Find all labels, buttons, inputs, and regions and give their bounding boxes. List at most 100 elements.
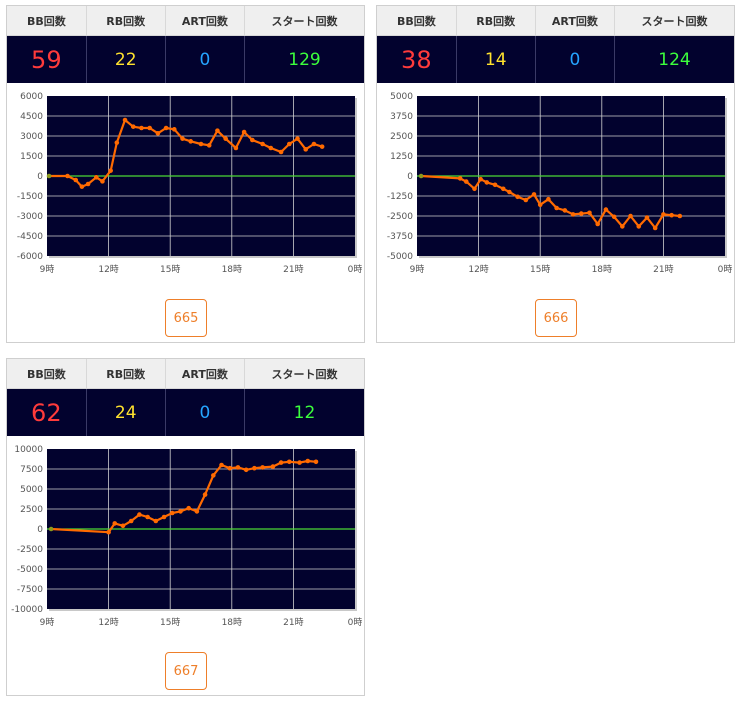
data-point: [198, 141, 204, 147]
y-tick-label: -2500: [17, 545, 43, 555]
y-tick-label: -10000: [11, 605, 43, 615]
start-count: 124: [614, 35, 734, 83]
data-point: [578, 211, 584, 216]
data-point: [478, 176, 483, 182]
data-point: [531, 192, 537, 197]
x-tick-label: 18時: [592, 264, 612, 275]
x-tick-label: 18時: [222, 617, 242, 628]
rb-header: RB回数: [456, 6, 536, 36]
y-tick-label: 4500: [20, 112, 43, 122]
data-point: [554, 205, 559, 211]
y-tick-label: -3000: [17, 212, 43, 222]
data-point: [418, 173, 424, 179]
data-point: [268, 145, 274, 151]
data-point: [65, 173, 70, 179]
data-point: [188, 139, 194, 144]
data-point: [313, 459, 319, 465]
x-tick-label: 15時: [160, 617, 180, 628]
y-tick-label: 10000: [14, 445, 43, 455]
data-point: [603, 207, 609, 212]
stats-table: BB回数 RB回数 ART回数 スタート回数 62 24 0 12: [7, 359, 364, 436]
data-point: [500, 186, 506, 192]
y-tick-label: 3750: [390, 112, 413, 122]
art-count: 0: [165, 388, 246, 436]
data-point: [128, 518, 134, 524]
data-point: [169, 510, 175, 516]
start-header: スタート回数: [244, 359, 364, 389]
art-header: ART回数: [165, 359, 246, 389]
y-tick-label: 1250: [390, 152, 413, 162]
data-point: [85, 181, 91, 187]
data-point: [112, 521, 118, 526]
data-point: [153, 518, 159, 524]
data-point: [305, 458, 311, 464]
data-point: [644, 215, 650, 220]
y-tick-label: 5000: [20, 485, 43, 495]
machine-665-button[interactable]: 665: [165, 299, 207, 337]
machine-666-button[interactable]: 666: [535, 299, 577, 337]
data-point: [252, 465, 257, 471]
y-tick-label: 6000: [20, 92, 43, 102]
data-point: [515, 194, 520, 200]
data-point: [472, 186, 477, 192]
data-point: [250, 137, 255, 143]
stats-table: BB回数 RB回数 ART回数 スタート回数 59 22 0 129: [7, 6, 364, 83]
data-point: [457, 176, 463, 181]
x-tick-label: 0時: [348, 264, 363, 275]
data-point: [537, 202, 543, 208]
data-point: [215, 128, 220, 133]
data-point: [211, 473, 216, 478]
data-point: [463, 179, 469, 184]
data-point: [172, 127, 177, 132]
y-tick-label: -7500: [17, 585, 43, 595]
data-point: [661, 212, 666, 217]
y-tick-label: 0: [37, 172, 43, 182]
data-point: [194, 509, 200, 514]
x-tick-label: 15時: [160, 264, 180, 275]
x-tick-label: 12時: [98, 617, 118, 628]
rb-header: RB回数: [86, 359, 166, 389]
y-tick-label: -3750: [387, 232, 413, 242]
data-point: [145, 514, 150, 520]
machine-card-665: BB回数 RB回数 ART回数 スタート回数 59 22 0 129 6000 4…: [6, 5, 365, 343]
start-header: スタート回数: [244, 6, 364, 36]
x-tick-label: 9時: [410, 264, 425, 275]
data-point: [587, 210, 592, 216]
data-point: [206, 143, 212, 148]
rb-count: 14: [456, 35, 536, 83]
start-header: スタート回数: [614, 6, 734, 36]
bb-count: 59: [7, 35, 87, 83]
rb-header: RB回数: [86, 6, 166, 36]
data-point: [546, 196, 551, 202]
y-tick-label: -2500: [387, 212, 413, 222]
data-point: [243, 467, 249, 473]
data-point: [628, 213, 633, 219]
data-point: [48, 526, 54, 532]
data-point: [297, 460, 302, 465]
art-header: ART回数: [165, 6, 246, 36]
data-point: [570, 212, 576, 217]
data-point: [130, 124, 136, 129]
data-point: [79, 184, 85, 189]
payout-chart: 10000 7500 5000 2500 0 -2500 -5000 -7500 -10000 9…: [11, 445, 362, 628]
y-tick-label: 2500: [20, 505, 43, 515]
data-point: [219, 462, 224, 468]
data-point: [100, 179, 105, 184]
data-point: [114, 140, 120, 145]
x-tick-label: 12時: [468, 264, 488, 275]
data-point: [180, 136, 185, 141]
data-point: [286, 459, 292, 465]
x-tick-label: 21時: [283, 264, 303, 275]
data-point: [286, 141, 292, 147]
bb-header: BB回数: [377, 6, 457, 36]
data-point: [46, 173, 52, 179]
start-count: 129: [244, 35, 364, 83]
y-tick-label: 7500: [20, 465, 43, 475]
data-point: [562, 208, 568, 213]
machine-667-button[interactable]: 667: [165, 652, 207, 690]
y-tick-label: 3000: [20, 132, 43, 142]
data-point: [73, 177, 79, 183]
y-tick-label: 1500: [20, 152, 43, 162]
bb-header: BB回数: [7, 6, 87, 36]
data-point: [147, 125, 152, 131]
